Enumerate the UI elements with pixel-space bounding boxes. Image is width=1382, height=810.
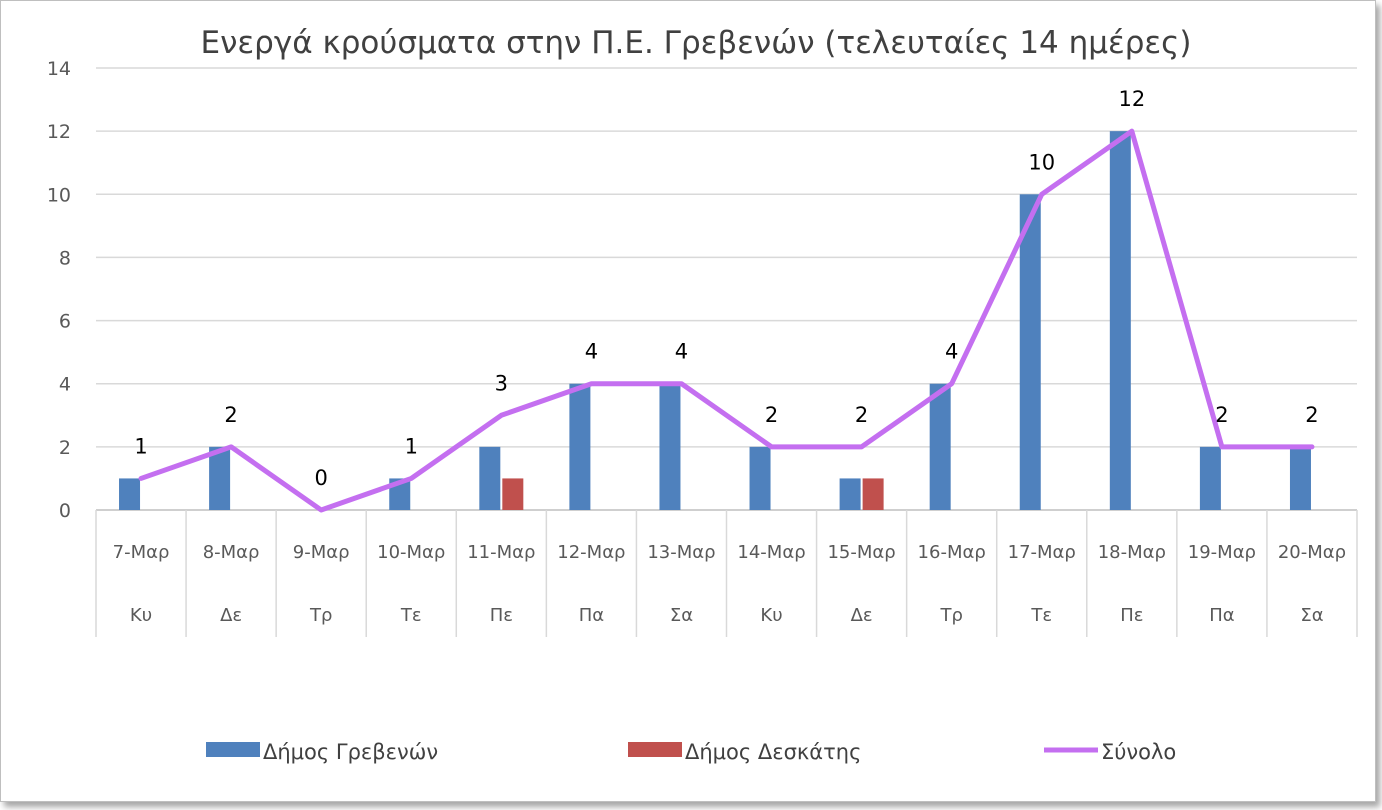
bar <box>929 383 951 510</box>
x-tick-label: 17-Μαρ <box>1008 542 1076 563</box>
x-tick-label: 10-Μαρ <box>377 542 445 563</box>
bar <box>839 478 861 510</box>
bar <box>479 446 501 510</box>
y-tick-label: 2 <box>59 437 71 459</box>
y-tick-label: 0 <box>59 500 71 522</box>
data-label: 2 <box>855 403 868 427</box>
data-label: 2 <box>224 403 237 427</box>
y-tick-label: 6 <box>59 311 71 333</box>
y-tick-label: 4 <box>59 374 71 396</box>
bar <box>1019 194 1041 511</box>
bar <box>569 383 591 510</box>
data-label: 2 <box>1305 403 1318 427</box>
bar-layer <box>119 131 1311 511</box>
x-day-label: Κυ <box>130 605 152 626</box>
bar <box>1199 446 1221 510</box>
bar <box>209 446 231 510</box>
y-tick-label: 14 <box>47 58 71 80</box>
x-tick-label: 13-Μαρ <box>647 542 715 563</box>
x-day-label: Σα <box>670 605 693 626</box>
bar <box>749 446 771 510</box>
data-label: 1 <box>134 434 147 458</box>
x-day-label: Κυ <box>760 605 782 626</box>
bar <box>862 478 884 510</box>
x-tick-label: 11-Μαρ <box>467 542 535 563</box>
y-tick-label: 10 <box>47 184 71 206</box>
x-tick-label: 7-Μαρ <box>113 542 170 563</box>
x-day-label: Πα <box>579 605 604 626</box>
bar <box>1289 446 1311 510</box>
data-label: 0 <box>314 466 327 490</box>
x-tick-label: 19-Μαρ <box>1188 542 1256 563</box>
bar <box>659 383 681 510</box>
legend-label: Δήμος Δεσκάτης <box>685 740 861 764</box>
x-tick-label: 8-Μαρ <box>203 542 260 563</box>
bar <box>502 478 524 510</box>
x-tick-label: 14-Μαρ <box>737 542 805 563</box>
axis-layer: 024681012147-ΜαρΚυ8-ΜαρΔε9-ΜαρΤρ10-ΜαρΤε… <box>47 58 1358 637</box>
legend-label: Δήμος Γρεβενών <box>263 740 438 764</box>
legend-swatch <box>206 742 260 757</box>
x-day-label: Δε <box>851 605 873 626</box>
data-label: 12 <box>1118 87 1145 111</box>
chart-title: Ενεργά κρούσματα στην Π.Ε. Γρεβενών (τελ… <box>201 25 1192 61</box>
x-day-label: Τρ <box>309 605 332 626</box>
series-line <box>138 128 1315 513</box>
data-label: 1 <box>405 434 418 458</box>
x-day-label: Πε <box>1120 605 1143 626</box>
x-day-label: Τε <box>400 605 422 626</box>
data-label: 10 <box>1028 150 1055 174</box>
data-label: 4 <box>945 340 958 364</box>
legend-swatch <box>628 742 682 757</box>
line-layer <box>138 128 1315 513</box>
x-day-label: Πε <box>490 605 513 626</box>
grid-layer <box>96 67 1357 448</box>
x-tick-label: 9-Μαρ <box>293 542 350 563</box>
x-day-label: Τε <box>1030 605 1052 626</box>
data-label: 2 <box>765 403 778 427</box>
x-tick-label: 15-Μαρ <box>827 542 895 563</box>
legend: Δήμος Γρεβενών Δήμος Δεσκάτης Σύνολο <box>206 740 1176 764</box>
x-day-label: Τρ <box>939 605 962 626</box>
y-tick-label: 12 <box>47 121 71 143</box>
x-tick-label: 12-Μαρ <box>557 542 625 563</box>
y-tick-label: 8 <box>59 247 71 269</box>
x-day-label: Δε <box>220 605 242 626</box>
x-tick-label: 20-Μαρ <box>1278 542 1346 563</box>
x-tick-label: 16-Μαρ <box>918 542 986 563</box>
data-label: 3 <box>495 371 508 395</box>
data-label: 2 <box>1215 403 1228 427</box>
x-day-label: Σα <box>1300 605 1323 626</box>
data-label: 4 <box>585 340 598 364</box>
data-label: 4 <box>675 340 688 364</box>
x-tick-label: 18-Μαρ <box>1098 542 1166 563</box>
bar <box>1109 131 1131 510</box>
bar <box>119 478 141 510</box>
legend-label: Σύνολο <box>1101 740 1176 764</box>
x-day-label: Πα <box>1209 605 1234 626</box>
